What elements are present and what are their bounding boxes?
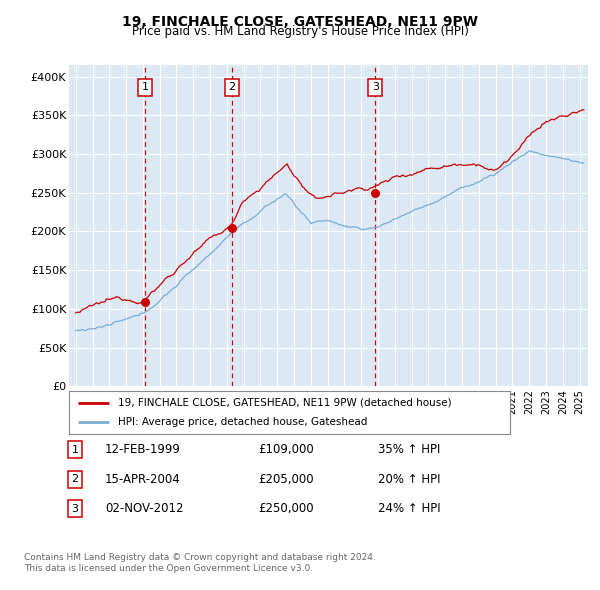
Text: This data is licensed under the Open Government Licence v3.0.: This data is licensed under the Open Gov…: [24, 565, 313, 573]
Text: HPI: Average price, detached house, Gateshead: HPI: Average price, detached house, Gate…: [118, 417, 367, 427]
Text: 3: 3: [372, 83, 379, 93]
Text: 02-NOV-2012: 02-NOV-2012: [105, 502, 184, 515]
Text: £250,000: £250,000: [258, 502, 314, 515]
Text: 35% ↑ HPI: 35% ↑ HPI: [378, 443, 440, 456]
Text: 2: 2: [71, 474, 79, 484]
Text: 19, FINCHALE CLOSE, GATESHEAD, NE11 9PW: 19, FINCHALE CLOSE, GATESHEAD, NE11 9PW: [122, 15, 478, 29]
Text: 20% ↑ HPI: 20% ↑ HPI: [378, 473, 440, 486]
Text: 1: 1: [142, 83, 148, 93]
Text: £109,000: £109,000: [258, 443, 314, 456]
Text: 2: 2: [228, 83, 235, 93]
Text: Price paid vs. HM Land Registry's House Price Index (HPI): Price paid vs. HM Land Registry's House …: [131, 25, 469, 38]
Text: Contains HM Land Registry data © Crown copyright and database right 2024.: Contains HM Land Registry data © Crown c…: [24, 553, 376, 562]
Text: 15-APR-2004: 15-APR-2004: [105, 473, 181, 486]
Text: 3: 3: [71, 504, 79, 513]
Text: £205,000: £205,000: [258, 473, 314, 486]
Text: 19, FINCHALE CLOSE, GATESHEAD, NE11 9PW (detached house): 19, FINCHALE CLOSE, GATESHEAD, NE11 9PW …: [118, 398, 451, 408]
Text: 24% ↑ HPI: 24% ↑ HPI: [378, 502, 440, 515]
Text: 1: 1: [71, 445, 79, 454]
Text: 12-FEB-1999: 12-FEB-1999: [105, 443, 181, 456]
